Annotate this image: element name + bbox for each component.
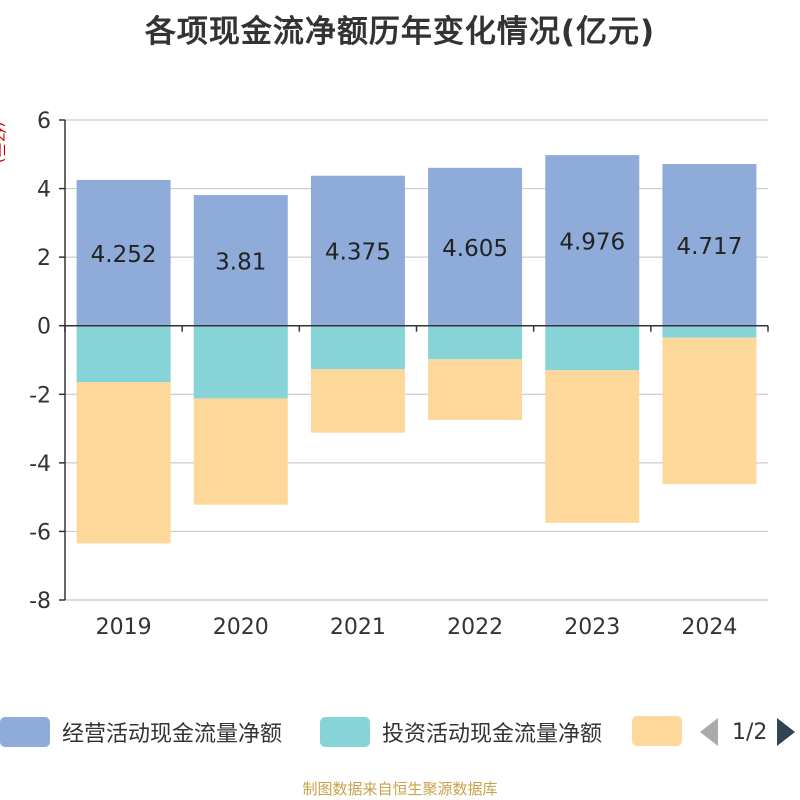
- bar-2023-series-1[interactable]: [545, 325, 640, 371]
- data-label-2020: 3.81: [215, 249, 266, 275]
- y-tick-label: 2: [37, 246, 51, 271]
- y-tick-label: 0: [37, 315, 51, 340]
- stacked-bar-chart: 6 4 2 0 -2 -4 -6 -8 2019 2020 2021 2022 2023 2024 4.2…: [29, 109, 769, 640]
- legend-swatch-investing: [320, 717, 370, 747]
- bar-2022-series-0[interactable]: [428, 167, 523, 326]
- chart-title: 各项现金流净额历年变化情况(亿元): [144, 14, 656, 50]
- bar-2021-series-0[interactable]: [310, 175, 405, 326]
- bar-2024-series-1[interactable]: [662, 325, 757, 338]
- y-tick-label: -2: [29, 383, 51, 408]
- legend-label-operating: 经营活动现金流量净额: [62, 722, 283, 747]
- y-tick-label: 6: [37, 109, 51, 134]
- legend-item-investing[interactable]: 投资活动现金流量净额: [320, 716, 602, 748]
- axes: 6 4 2 0 -2 -4 -6 -8 2019 2020 2021 2022 2023 2024: [29, 109, 769, 640]
- legend-next-page-icon[interactable]: [777, 718, 796, 746]
- bar-2023-series-0[interactable]: [545, 155, 640, 326]
- data-labels: 4.252 3.81 4.375 4.605 4.976 4.717: [91, 229, 743, 275]
- legend-swatch-operating: [0, 717, 50, 747]
- legend-page-indicator: 1/2: [732, 719, 768, 745]
- data-label-2022: 4.605: [442, 236, 508, 262]
- data-label-2019: 4.252: [91, 242, 157, 268]
- legend-item-operating[interactable]: 经营活动现金流量净额: [0, 716, 282, 748]
- data-label-2021: 4.375: [325, 240, 391, 266]
- bar-2023-series-2[interactable]: [545, 370, 640, 523]
- data-label-2024: 4.717: [676, 234, 742, 260]
- legend-pager: 1/2: [700, 718, 796, 746]
- bar-2022-series-2[interactable]: [428, 359, 523, 420]
- bar-2019-series-2[interactable]: [76, 382, 171, 544]
- legend: 经营活动现金流量净额 投资活动现金流量净额 1/2: [0, 716, 800, 756]
- legend-prev-page-icon[interactable]: [700, 718, 718, 746]
- data-label-2023: 4.976: [559, 229, 625, 255]
- y-tick-label: 4: [37, 178, 51, 203]
- x-tick-label-2020: 2020: [213, 615, 269, 640]
- bar-2020-series-1[interactable]: [193, 325, 288, 399]
- x-tick-label-2023: 2023: [564, 615, 620, 640]
- bar-2020-series-0[interactable]: [193, 195, 288, 326]
- x-tick-label-2019: 2019: [96, 615, 152, 640]
- bars: [76, 155, 757, 544]
- bar-2021-series-1[interactable]: [310, 325, 405, 370]
- legend-item-third[interactable]: [632, 716, 682, 746]
- x-tick-label-2021: 2021: [330, 615, 386, 640]
- bar-2024-series-2[interactable]: [662, 337, 757, 485]
- bar-2020-series-2[interactable]: [193, 398, 288, 505]
- data-source-footer: 制图数据来自恒生聚源数据库: [302, 780, 498, 798]
- gridlines: [65, 119, 768, 601]
- bar-2024-series-0[interactable]: [662, 163, 757, 326]
- legend-swatch-third: [632, 716, 682, 746]
- y-tick-label: -4: [29, 452, 51, 477]
- bar-2022-series-1[interactable]: [428, 325, 523, 360]
- bar-2019-series-1[interactable]: [76, 325, 171, 383]
- legend-label-investing: 投资活动现金流量净额: [382, 722, 603, 747]
- y-tick-label: -6: [29, 520, 51, 545]
- bar-2021-series-2[interactable]: [310, 369, 405, 433]
- y-tick-label: -8: [29, 589, 51, 614]
- bar-2019-series-0[interactable]: [76, 179, 171, 326]
- x-tick-label-2024: 2024: [681, 615, 737, 640]
- x-tick-label-2022: 2022: [447, 615, 503, 640]
